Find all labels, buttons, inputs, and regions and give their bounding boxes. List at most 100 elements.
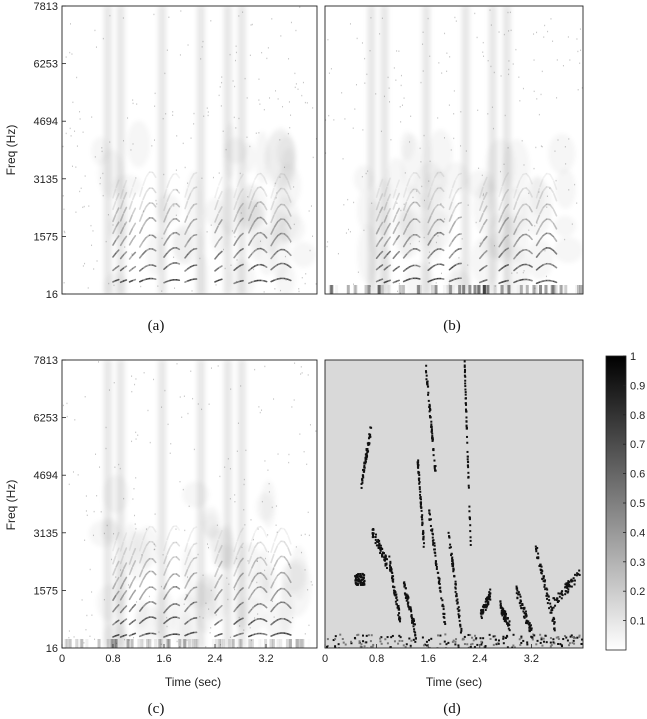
mask-point [464, 393, 467, 396]
harmonic-mark [448, 226, 453, 234]
mask-point [561, 590, 564, 593]
harmonic-mark [498, 281, 503, 285]
panel-a-content [62, 6, 317, 301]
spectrogram-mist [202, 506, 221, 537]
mask-point [392, 580, 395, 583]
speckle [403, 203, 405, 205]
mask-point [553, 622, 556, 625]
harmonic-mark [287, 591, 292, 598]
mask-low-point [522, 639, 525, 642]
mask-point [429, 513, 432, 516]
speckle [156, 203, 158, 205]
mask-point [487, 603, 490, 606]
speckle [69, 127, 71, 130]
harmonic-mark [513, 241, 518, 248]
speckle [403, 97, 405, 99]
mask-point [421, 532, 424, 535]
harmonic-mark [482, 250, 488, 255]
harmonic-mark [184, 607, 189, 613]
noise-floor-mark [416, 284, 420, 294]
mask-point [464, 402, 467, 405]
mask-low-point [497, 642, 500, 645]
noise-floor-mark [387, 284, 391, 294]
mask-point [535, 550, 538, 553]
mask-low-point [414, 633, 417, 636]
spectrogram-mist [526, 239, 553, 279]
harmonic-mark [184, 253, 189, 259]
harmonic-mark [145, 541, 150, 547]
harmonic-mark [145, 277, 150, 280]
noise-floor-mark [533, 284, 537, 294]
mask-point [431, 439, 434, 442]
harmonic-mark [112, 239, 117, 246]
harmonic-mark [131, 278, 137, 282]
speckle [123, 140, 125, 142]
harmonic-mark [528, 206, 533, 213]
mask-point [419, 498, 422, 501]
harmonic-mark [187, 576, 192, 583]
mask-point [403, 592, 406, 595]
harmonic-mark [498, 253, 503, 258]
harmonic-mark [175, 232, 181, 236]
mask-low-point [369, 640, 372, 643]
mask-point [450, 554, 453, 557]
noise-floor-mark [288, 638, 292, 648]
harmonic-mark [131, 178, 137, 188]
harmonic-mark [519, 188, 524, 194]
mask-point [530, 635, 533, 638]
noise-floor-mark [114, 638, 118, 648]
speckle [231, 230, 233, 232]
speckle [225, 148, 227, 151]
harmonic-mark [247, 608, 253, 614]
harmonic-mark [163, 555, 168, 565]
mask-point [451, 559, 454, 562]
mask-point [359, 573, 362, 576]
speckle [568, 189, 570, 191]
speckle [565, 163, 567, 165]
spectrogram-band [158, 6, 167, 294]
mask-point [542, 577, 545, 580]
speckle [243, 478, 245, 481]
harmonic-mark [131, 222, 137, 229]
harmonic-mark [128, 633, 133, 637]
mask-low-point [401, 639, 404, 642]
mask-point [503, 619, 506, 622]
speckle [259, 411, 261, 414]
mask-point [499, 602, 502, 605]
spectrogram-mist [104, 272, 128, 301]
mask-point [457, 606, 460, 609]
speckle [165, 113, 167, 115]
harmonic-mark [218, 190, 223, 200]
noise-floor-mark [159, 638, 163, 648]
harmonic-mark [175, 603, 181, 607]
mask-point [545, 592, 548, 595]
speckle [435, 241, 437, 244]
speckle [390, 139, 392, 141]
mask-point [464, 382, 467, 385]
harmonic-mark [112, 555, 117, 565]
mask-low-point [571, 641, 574, 644]
speckle [309, 424, 311, 426]
mask-point [365, 453, 368, 456]
harmonic-mark [260, 186, 265, 191]
speckle [293, 186, 295, 188]
ytick-label: 4694 [34, 470, 58, 482]
harmonic-mark [152, 187, 157, 194]
harmonic-mark [163, 593, 168, 600]
speckle [310, 581, 312, 583]
speckle [254, 368, 256, 371]
mask-point [377, 540, 380, 543]
harmonic-mark [169, 247, 174, 251]
speckle [140, 285, 142, 288]
mask-low-point [455, 638, 458, 641]
harmonic-mark [287, 222, 292, 230]
mask-low-point [334, 646, 337, 648]
mask-point [381, 547, 384, 550]
speckle [276, 531, 278, 534]
speckle [92, 534, 94, 537]
speckle [448, 104, 450, 106]
harmonic-mark [251, 576, 256, 583]
speckle [429, 160, 431, 163]
mask-point [391, 575, 394, 578]
speckle [271, 506, 273, 509]
